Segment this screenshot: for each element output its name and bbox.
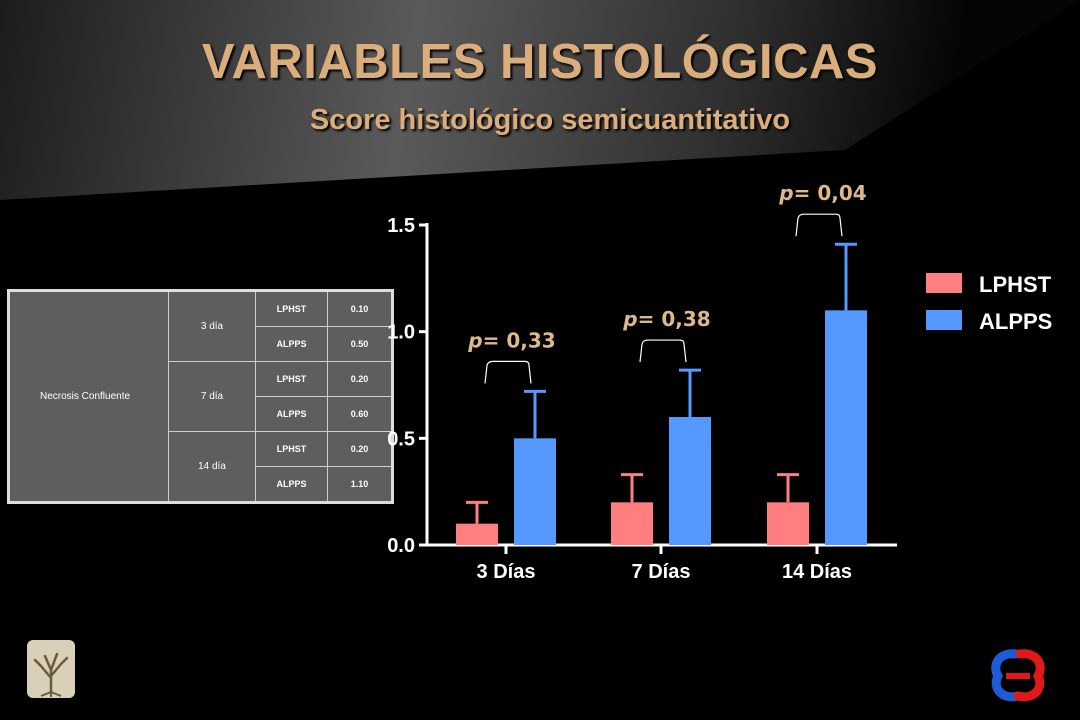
- table-row: ALPPS 1.10: [9, 466, 393, 503]
- bar-alpps: [514, 438, 556, 545]
- y-tick-label: 1.0: [387, 322, 415, 344]
- value-cell: 0.50: [327, 326, 393, 362]
- bar-lphst: [767, 502, 809, 545]
- bar-alpps: [825, 310, 867, 545]
- group-cell: LPHST: [255, 290, 328, 327]
- significance-bracket: [639, 339, 687, 363]
- day-cell: 3 día: [168, 290, 256, 362]
- bar-lphst: [456, 523, 498, 545]
- group-cell: ALPPS: [255, 466, 328, 503]
- y-tick-label: 0.0: [387, 535, 415, 557]
- bar-alpps: [669, 417, 711, 545]
- value-cell: 0.10: [327, 290, 393, 327]
- y-tick-label: 1.5: [387, 215, 415, 237]
- value-cell: 1.10: [327, 466, 393, 503]
- legend-swatch-alpps: [926, 310, 962, 330]
- x-tick-label: 3 Días: [477, 561, 536, 583]
- day-cell: 14 día: [168, 431, 256, 503]
- x-tick-label: 14 Días: [782, 561, 852, 583]
- y-tick-label: 0.5: [387, 428, 415, 450]
- value-cell: 0.60: [327, 396, 393, 432]
- x-tick-label: 7 Días: [632, 561, 691, 583]
- table-row: ALPPS 0.50: [9, 326, 393, 362]
- significance-bracket: [795, 213, 843, 237]
- value-cell: 0.20: [327, 431, 393, 467]
- group-cell: ALPPS: [255, 326, 328, 362]
- page-title: VARIABLES HISTOLÓGICAS: [201, 35, 879, 89]
- brand-logo: [991, 649, 1045, 702]
- page-subtitle: Score histológico semicuantitativo: [309, 104, 791, 136]
- bar-lphst: [611, 502, 653, 545]
- value-cell: 0.20: [327, 361, 393, 397]
- p-value-label: p= 0,04: [778, 181, 866, 205]
- day-cell: 7 día: [168, 361, 256, 432]
- legend-swatch-lphst: [926, 273, 962, 293]
- data-table: Necrosis Confluente 3 día LPHST 0.10 ALP…: [7, 289, 394, 504]
- legend-label: LPHST: [979, 272, 1052, 297]
- legend-label: ALPPS: [979, 309, 1052, 334]
- tree-logo: [27, 640, 75, 698]
- p-value-label: p= 0,33: [467, 328, 555, 352]
- significance-bracket: [484, 360, 532, 384]
- p-value-label: p= 0,38: [622, 307, 710, 331]
- table-row: ALPPS 0.60: [9, 396, 393, 432]
